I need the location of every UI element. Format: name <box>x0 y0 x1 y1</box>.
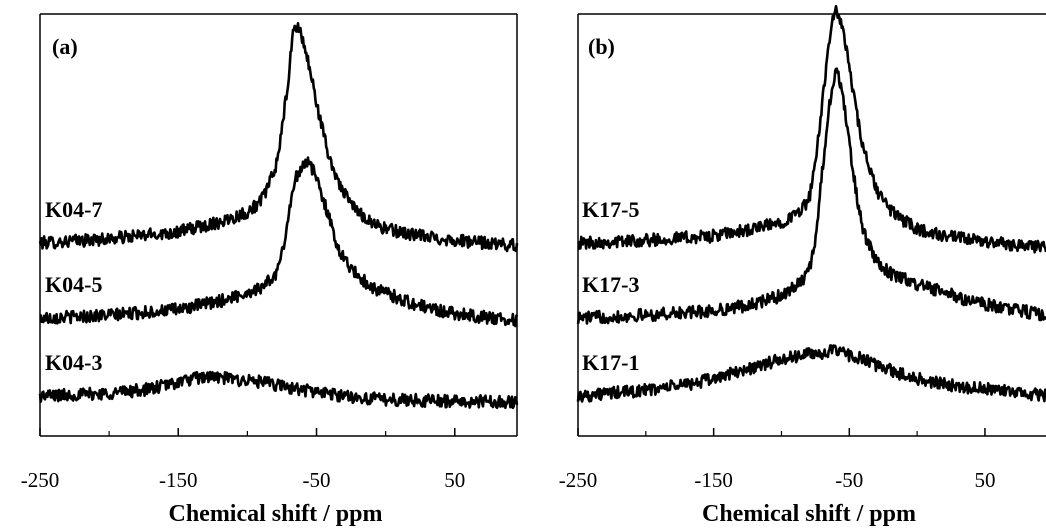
x-tick-label: -150 <box>159 468 198 492</box>
series-label-k04-3: K04-3 <box>45 350 102 375</box>
series-label-k17-1: K17-1 <box>582 350 639 375</box>
series-label-k04-5: K04-5 <box>45 272 102 297</box>
x-tick-label: -150 <box>694 468 733 492</box>
spectrum-line-k17-1 <box>576 344 1046 403</box>
spectrum-line-k17-5 <box>577 4 1046 254</box>
x-tick-label: 50 <box>974 468 995 492</box>
panel-b: -250 -150 -50 50 Chemical shift / ppm (b) K17-… <box>559 4 1046 527</box>
spectrum-line-k04-5 <box>39 156 519 328</box>
panel-label: (a) <box>52 34 78 59</box>
spectrum-line-k04-3 <box>38 370 519 410</box>
series-label-k17-5: K17-5 <box>582 197 639 222</box>
x-axis-title: Chemical shift / ppm <box>168 501 382 527</box>
series-label-k17-3: K17-3 <box>582 272 639 297</box>
x-tick-label: -50 <box>835 468 863 492</box>
spectrum-line-k04-7 <box>38 22 519 253</box>
x-tick-label: -50 <box>303 468 331 492</box>
panel-label: (b) <box>588 34 615 59</box>
series-label-k04-7: K04-7 <box>45 197 102 222</box>
x-tick-label: -250 <box>21 468 60 492</box>
x-tick-label: -250 <box>559 468 598 492</box>
panel-a: -250 -150 -50 50 Chemical shift / ppm (a) K04-… <box>21 13 519 527</box>
x-axis-title: Chemical shift / ppm <box>702 501 916 527</box>
spectrum-line-k17-3 <box>576 67 1046 325</box>
x-tick-label: 50 <box>444 468 465 492</box>
